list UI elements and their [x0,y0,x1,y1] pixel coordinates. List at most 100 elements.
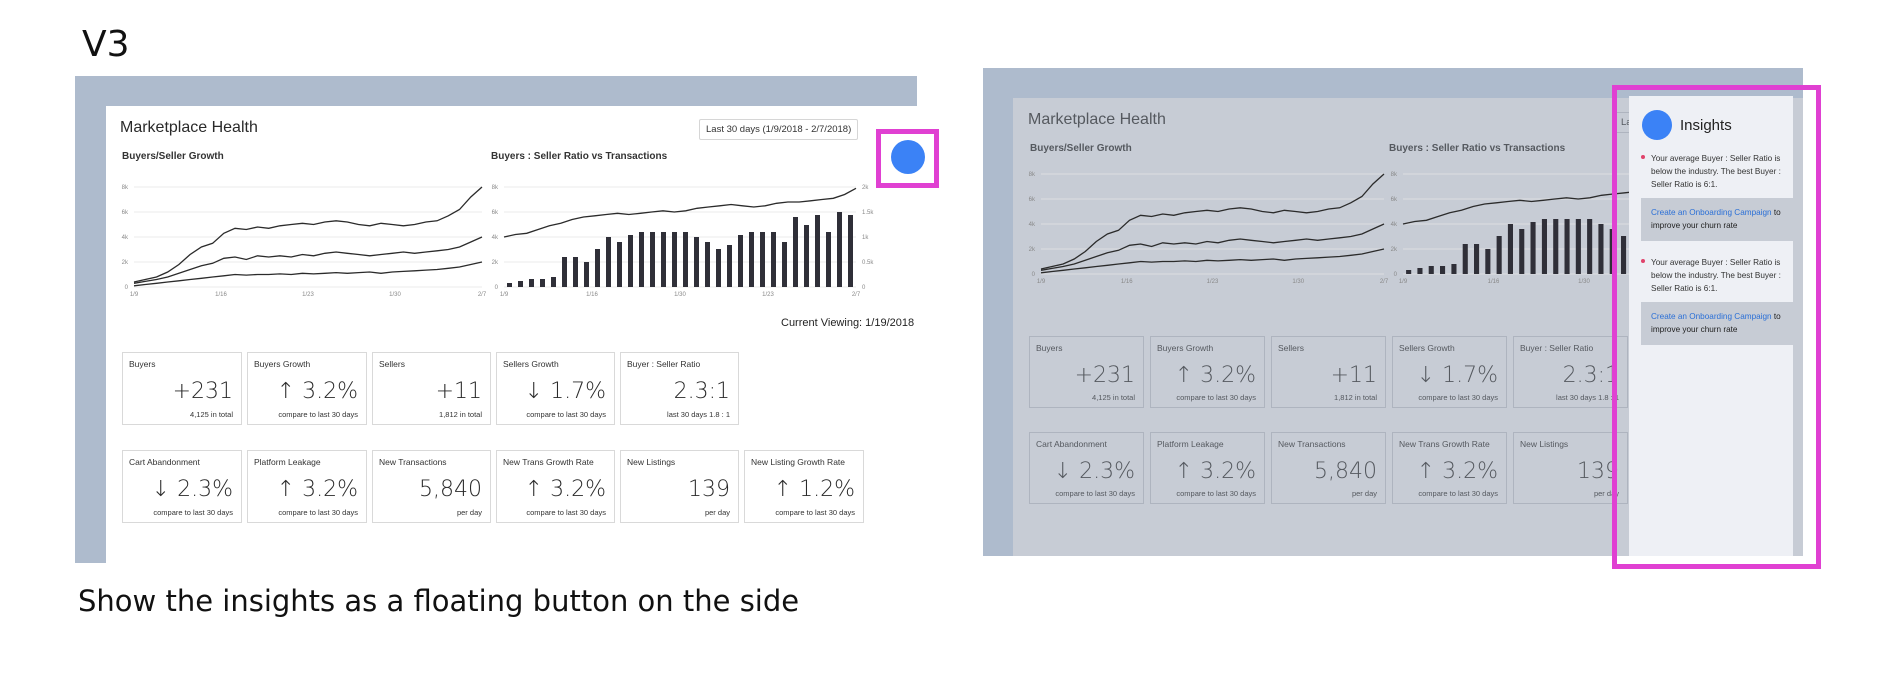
x-tick-label: 1/16 [215,292,227,298]
metric-card-cart-abandonment[interactable]: Cart Abandonment ↓ 2.3% compare to last … [122,450,242,523]
transaction-bar [1564,219,1570,274]
bullet-icon [1641,259,1645,263]
create-campaign-link[interactable]: Create an Onboarding Campaign [1651,208,1772,217]
metric-label: New Transactions [1278,439,1346,449]
metric-label: Buyer : Seller Ratio [1520,343,1594,353]
series-line [133,186,483,283]
metric-card-new-trans-growth[interactable]: New Trans Growth Rate ↑ 3.2% compare to … [496,450,615,523]
metric-label: Platform Leakage [1157,439,1224,449]
metric-card-buyers[interactable]: Buyers +231 4,125 in total [122,352,242,425]
metric-card-new-trans-growth[interactable]: New Trans Growth Rate ↑ 3.2% compare to … [1392,432,1507,504]
y-tick-label: 4k [1029,222,1036,228]
transaction-bar [1598,224,1604,274]
metric-subtext: per day [1593,489,1619,498]
metric-label: New Trans Growth Rate [503,457,594,467]
y2-tick-label: 2k [862,185,869,191]
insights-avatar-icon [1642,110,1672,140]
metric-subtext: compare to last 30 days [1418,489,1498,498]
current-viewing-label: Current Viewing: 1/19/2018 [781,317,915,329]
series-line [1040,248,1385,274]
metric-card-sellers[interactable]: Sellers +11 1,812 in total [372,352,491,425]
metric-subtext: compare to last 30 days [526,410,606,419]
metric-card-sellers[interactable]: Sellers +11 1,812 in total [1271,336,1386,408]
metric-subtext: last 30 days 1.8 : 1 [1556,393,1619,402]
metric-label: Platform Leakage [254,457,321,467]
transaction-bar [540,279,545,287]
transaction-bar [848,215,853,287]
x-tick-label: 1/9 [1037,279,1046,285]
metric-label: New Listing Growth Rate [751,457,846,467]
metric-subtext: 1,812 in total [1334,393,1377,402]
insights-floating-button[interactable] [891,140,925,174]
metric-card-sellers-growth[interactable]: Sellers Growth ↓ 1.7% compare to last 30… [496,352,615,425]
metric-card-buyers[interactable]: Buyers +231 4,125 in total [1029,336,1144,408]
metric-card-platform-leakage[interactable]: Platform Leakage ↑ 3.2% compare to last … [1150,432,1265,504]
highlight-box-panel [1612,85,1821,569]
y2-tick-label: 0.5k [862,260,874,266]
transaction-bar [551,277,556,287]
transaction-bar [782,242,787,287]
metric-card-platform-leakage[interactable]: Platform Leakage ↑ 3.2% compare to last … [247,450,367,523]
metric-card-cart-abandonment[interactable]: Cart Abandonment ↓ 2.3% compare to last … [1029,432,1144,504]
growth-line-chart: 0 2k 4k 6k 8k 1/9 1/16 1/23 1/30 2/7 [122,185,487,298]
chart-title-growth: Buyers/Seller Growth [122,151,224,162]
y-tick-label: 2k [1391,247,1398,253]
caption: Show the insights as a floating button o… [78,584,800,618]
y-tick-label: 2k [492,260,499,266]
metric-card-new-transactions[interactable]: New Transactions 5,840 per day [372,450,491,523]
transaction-bar [1553,219,1559,274]
metric-label: New Trans Growth Rate [1399,439,1490,449]
metric-card-new-listings[interactable]: New Listings 139 per day [1513,432,1628,504]
metric-card-new-transactions[interactable]: New Transactions 5,840 per day [1271,432,1386,504]
transaction-bar [694,237,699,287]
metric-label: New Transactions [379,457,447,467]
y-tick-label: 4k [122,235,129,241]
transaction-bar [1451,264,1457,274]
transaction-bar [826,232,831,287]
transaction-bar [1541,219,1547,274]
metric-card-new-listings[interactable]: New Listings 139 per day [620,450,739,523]
transaction-bar [1485,249,1491,274]
metric-card-buyers-growth[interactable]: Buyers Growth ↑ 3.2% compare to last 30 … [1150,336,1265,408]
metric-card-ratio[interactable]: Buyer : Seller Ratio 2.3:1 last 30 days … [620,352,739,425]
transaction-bar [1440,266,1446,274]
metric-card-buyers-growth[interactable]: Buyers Growth ↑ 3.2% compare to last 30 … [247,352,367,425]
transaction-bar [1496,236,1502,274]
x-tick-label: 1/23 [302,292,314,298]
metric-card-ratio[interactable]: Buyer : Seller Ratio 2.3:1 last 30 days … [1513,336,1628,408]
transaction-bar [1462,244,1468,274]
metric-subtext: compare to last 30 days [278,410,358,419]
metric-subtext: compare to last 30 days [526,508,606,517]
transaction-bar [1530,222,1536,274]
transaction-bar [705,242,710,287]
metric-card-new-listing-growth[interactable]: New Listing Growth Rate ↑ 1.2% compare t… [744,450,864,523]
transaction-bar [1474,244,1480,274]
mockup-floating-button: Marketplace Health Last 30 days (1/9/201… [75,76,917,563]
transaction-bar [771,232,776,287]
metric-value: +231 [172,379,233,404]
transaction-bar [573,257,578,287]
transaction-bar [1406,270,1412,274]
series-line [1040,173,1385,270]
transaction-bar [617,242,622,287]
metric-value: ↑ 3.2% [1174,459,1256,484]
metric-subtext: compare to last 30 days [278,508,358,517]
x-tick-label: 1/30 [1578,279,1590,285]
y-tick-label: 6k [122,210,129,216]
insight-text: Your average Buyer : Seller Ratio is bel… [1651,154,1781,189]
metric-subtext: compare to last 30 days [153,508,233,517]
insight-text: Your average Buyer : Seller Ratio is bel… [1651,258,1781,293]
transaction-bar [650,232,655,287]
y-tick-label: 6k [1029,197,1036,203]
date-range-select[interactable]: Last 30 days (1/9/2018 - 2/7/2018) [699,119,859,140]
transaction-bar [804,225,809,287]
y-tick-label: 8k [1391,172,1398,178]
transaction-bar [1428,266,1434,274]
transaction-bar [738,235,743,287]
y-tick-label: 0 [125,285,129,291]
x-tick-label: 1/9 [500,292,509,298]
metric-card-sellers-growth[interactable]: Sellers Growth ↓ 1.7% compare to last 30… [1392,336,1507,408]
metric-subtext: compare to last 30 days [1176,489,1256,498]
x-tick-label: 1/9 [130,292,139,298]
create-campaign-link[interactable]: Create an Onboarding Campaign [1651,312,1772,321]
